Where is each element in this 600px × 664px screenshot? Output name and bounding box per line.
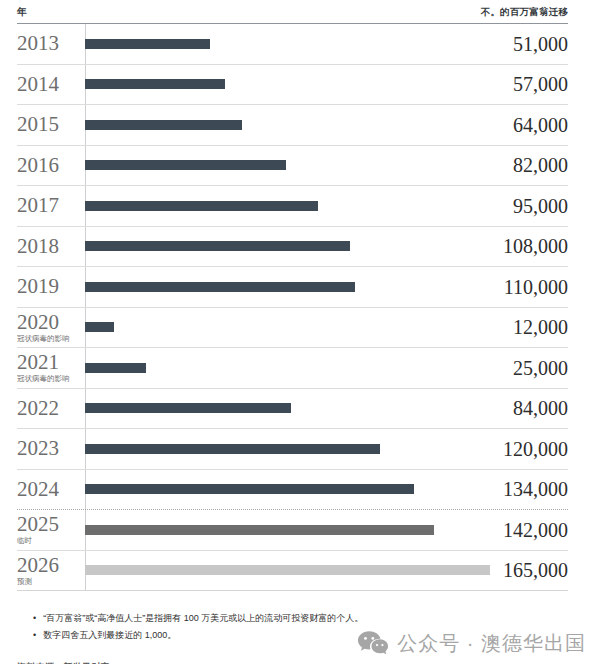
value-label: 51,000 <box>513 32 568 55</box>
year-cell: 2013 <box>17 33 85 54</box>
bar <box>85 201 318 211</box>
year-cell: 2026 预测 <box>17 555 85 586</box>
chart-row: 2013 51,000 <box>17 24 568 64</box>
year-label: 2026 <box>17 555 85 576</box>
year-cell: 2017 <box>17 195 85 216</box>
bar <box>85 160 286 170</box>
year-cell: 2021 冠状病毒的影响 <box>17 352 85 383</box>
year-cell: 2015 <box>17 114 85 135</box>
chart-row: 2014 57,000 <box>17 64 568 105</box>
wechat-icon <box>357 630 389 657</box>
chart-row: 2019 110,000 <box>17 266 568 307</box>
year-label: 2021 <box>17 352 85 373</box>
chart-row: 2026 预测 165,000 <box>17 550 568 591</box>
year-cell: 2025 临时 <box>17 514 85 545</box>
chart-row: 2020 冠状病毒的影响 12,000 <box>17 307 568 348</box>
year-note: 临时 <box>17 537 85 545</box>
value-label: 120,000 <box>503 437 568 460</box>
bar <box>85 444 380 454</box>
year-label: 2022 <box>17 398 85 419</box>
chart-row: 2017 95,000 <box>17 185 568 226</box>
value-label: 25,000 <box>513 356 568 379</box>
year-cell: 2018 <box>17 236 85 257</box>
year-label: 2023 <box>17 438 85 459</box>
year-label: 2025 <box>17 514 85 535</box>
value-label: 110,000 <box>504 275 568 298</box>
year-cell: 2016 <box>17 155 85 176</box>
year-label: 2019 <box>17 276 85 297</box>
value-label: 12,000 <box>513 316 568 339</box>
value-label: 84,000 <box>513 397 568 420</box>
chart-row: 2021 冠状病毒的影响 25,000 <box>17 347 568 388</box>
wechat-watermark: 公众号 · 澳德华出国 <box>357 630 586 657</box>
year-label: 2020 <box>17 312 85 333</box>
watermark-text: 公众号 · 澳德华出国 <box>397 630 586 657</box>
year-label: 2016 <box>17 155 85 176</box>
bar <box>85 120 242 130</box>
axis-title-migrants: 不。的百万富翁迁移 <box>481 6 568 19</box>
bar <box>85 403 291 413</box>
year-label: 2024 <box>17 479 85 500</box>
value-label: 95,000 <box>513 194 568 217</box>
value-label: 64,000 <box>513 113 568 136</box>
value-label: 57,000 <box>513 73 568 96</box>
bar <box>85 79 225 89</box>
chart-row: 2015 64,000 <box>17 104 568 145</box>
chart-header: 年 不。的百万富翁迁移 <box>17 6 568 24</box>
value-label: 82,000 <box>513 154 568 177</box>
year-label: 2018 <box>17 236 85 257</box>
year-note: 冠状病毒的影响 <box>17 375 85 383</box>
year-cell: 2023 <box>17 438 85 459</box>
year-label: 2013 <box>17 33 85 54</box>
bar <box>85 241 350 251</box>
year-cell: 2019 <box>17 276 85 297</box>
year-label: 2015 <box>17 114 85 135</box>
year-label: 2017 <box>17 195 85 216</box>
value-label: 108,000 <box>503 235 568 258</box>
footnote: “百万富翁”或“高净值人士”是指拥有 100 万美元或以上的流动可投资财富的个人… <box>33 613 568 625</box>
year-note: 预测 <box>17 578 85 586</box>
bar <box>85 363 146 373</box>
year-label: 2014 <box>17 74 85 95</box>
bar <box>85 484 414 494</box>
value-label: 165,000 <box>503 559 568 582</box>
year-cell: 2014 <box>17 74 85 95</box>
bar <box>85 565 490 575</box>
chart-row: 2016 82,000 <box>17 145 568 186</box>
bar <box>85 39 210 49</box>
year-cell: 2022 <box>17 398 85 419</box>
chart-row: 2025 临时 142,000 <box>17 509 568 550</box>
bar <box>85 525 434 535</box>
bar <box>85 282 355 292</box>
bar <box>85 322 114 332</box>
chart-page: 年 不。的百万富翁迁移 2013 51,000 2014 57,000 2015… <box>0 0 600 664</box>
chart-row: 2022 84,000 <box>17 388 568 429</box>
year-cell: 2024 <box>17 479 85 500</box>
chart-rows: 2013 51,000 2014 57,000 2015 64,000 2016… <box>17 24 568 591</box>
year-note: 冠状病毒的影响 <box>17 335 85 343</box>
chart-row: 2023 120,000 <box>17 428 568 469</box>
axis-title-year: 年 <box>17 6 27 19</box>
chart-row: 2018 108,000 <box>17 226 568 267</box>
millionaire-migration-chart: 年 不。的百万富翁迁移 2013 51,000 2014 57,000 2015… <box>17 6 568 591</box>
chart-row: 2024 134,000 <box>17 469 568 510</box>
value-label: 142,000 <box>503 518 568 541</box>
value-label: 134,000 <box>503 478 568 501</box>
year-cell: 2020 冠状病毒的影响 <box>17 312 85 343</box>
